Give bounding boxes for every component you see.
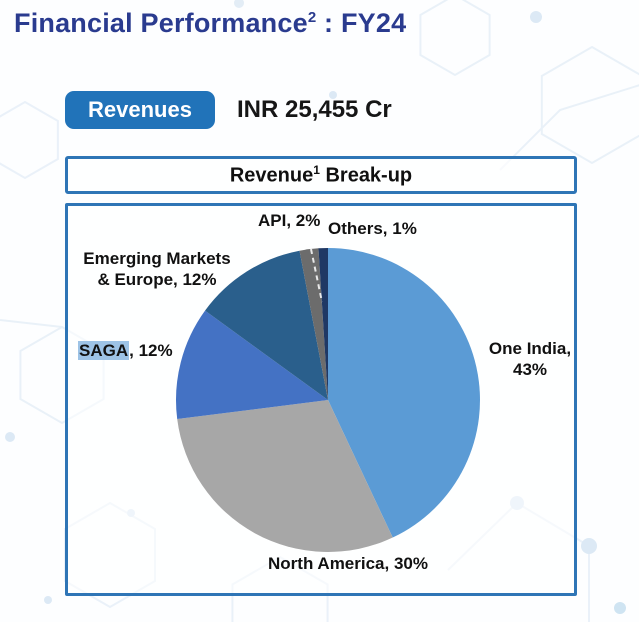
pie-label-one-india: One India, 43% <box>488 339 572 379</box>
page-title-footnote-marker: 2 <box>307 9 317 26</box>
pie-label-north-america: North America, 30% <box>268 554 428 573</box>
pie-slice-others <box>318 248 328 400</box>
api-leader-line <box>310 248 323 303</box>
breakup-title-suffix: Break-up <box>319 164 413 187</box>
pie-slice-one-india <box>328 248 480 538</box>
revenues-badge: Revenues <box>65 91 215 129</box>
page-title-suffix: : FY24 <box>316 8 407 38</box>
saga-highlighted-text: SAGA <box>78 341 130 360</box>
pie-label-api: API, 2% <box>258 211 321 230</box>
pie-slice-north-america <box>177 400 393 552</box>
revenues-badge-label: Revenues <box>88 97 192 122</box>
page-title: Financial Performance2 : FY24 <box>14 8 406 39</box>
pie-label-saga: SAGA, 12% <box>78 340 173 361</box>
page-title-text: Financial Performance <box>14 8 308 38</box>
pie-slice-saga <box>176 310 328 420</box>
revenue-value: INR 25,455 Cr <box>237 96 392 123</box>
pie-slice-emerging-markets-europe <box>205 250 328 400</box>
saga-label-rest: , 12% <box>129 341 173 360</box>
breakup-title-footnote-marker: 1 <box>313 162 320 177</box>
revenue-breakup-header-box: Revenue1 Break-up <box>65 156 577 194</box>
pie-chart-panel: API, 2% Others, 1% Emerging Markets & Eu… <box>65 203 577 596</box>
pie-chart <box>176 248 480 552</box>
pie-slice-api <box>299 248 328 400</box>
revenue-breakup-title: Revenue1 Break-up <box>230 163 412 188</box>
pie-label-others: Others, 1% <box>328 219 417 238</box>
pie-label-emerging-markets-europe: Emerging Markets & Europe, 12% <box>83 249 231 289</box>
breakup-title-text: Revenue <box>229 164 314 187</box>
